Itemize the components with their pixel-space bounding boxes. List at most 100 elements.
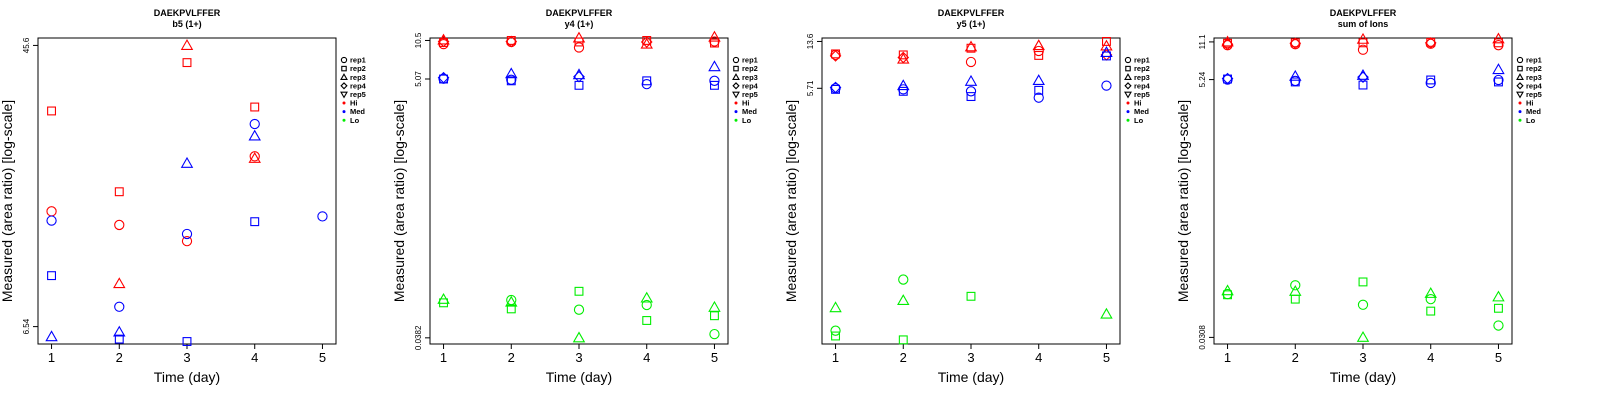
y-tick-label: 5.07 (414, 71, 423, 87)
data-point (1356, 330, 1370, 342)
data-point (1290, 294, 1300, 304)
legend-label: rep5 (742, 90, 758, 99)
legend-label: rep5 (350, 90, 366, 99)
data-point (46, 206, 57, 217)
legend-label: Lo (350, 116, 360, 125)
legend-dot (1518, 118, 1522, 122)
data-point (1221, 38, 1234, 51)
chart-subtitle: y4 (1+) (565, 19, 594, 29)
data-point (829, 301, 842, 313)
legend-symbol (340, 73, 348, 80)
data-point (830, 325, 841, 336)
legend-label: Hi (350, 99, 358, 108)
legend-dot (1126, 101, 1130, 105)
chart-title: DAEKPVLFFER (154, 8, 221, 18)
data-point (831, 49, 841, 59)
legend-symbol (340, 82, 348, 90)
x-tick-label: 2 (116, 350, 123, 365)
data-point (1101, 36, 1111, 46)
data-point (708, 30, 721, 42)
data-point (1492, 63, 1505, 75)
data-point (708, 300, 721, 312)
legend-dot (1126, 110, 1130, 114)
data-point (113, 325, 126, 337)
data-point (709, 328, 720, 340)
y-tick-label: 11.1 (1198, 34, 1207, 50)
data-point (964, 74, 978, 86)
data-point (114, 187, 124, 197)
data-point (964, 40, 978, 52)
data-point (317, 211, 328, 222)
data-point (831, 331, 841, 341)
legend-dot (342, 118, 346, 122)
data-point (1492, 32, 1505, 44)
data-point (966, 92, 976, 102)
legend-symbol (1124, 73, 1132, 80)
legend-label: Hi (1134, 99, 1142, 108)
data-point (114, 334, 124, 344)
legend-symbol (732, 56, 740, 64)
data-point (1426, 75, 1436, 85)
y-tick-label: 10.5 (414, 32, 423, 48)
chart-subtitle: sum of Ions (1338, 19, 1389, 29)
y-axis-label: Measured (area ratio) [log-scale] (783, 100, 799, 302)
data-point (1357, 299, 1369, 310)
data-point (1493, 74, 1504, 86)
data-point (1222, 288, 1233, 300)
data-point (709, 75, 720, 86)
legend-label: rep3 (1134, 73, 1150, 82)
legend-symbol (341, 65, 347, 72)
data-point (709, 311, 719, 321)
legend-label: rep2 (742, 64, 758, 73)
data-point (1033, 92, 1044, 103)
x-axis-label: Time (day) (1330, 369, 1396, 385)
data-point (248, 129, 261, 141)
legend-label: Med (742, 107, 757, 116)
data-point (1493, 77, 1503, 87)
x-tick-label: 3 (967, 350, 974, 365)
plot-frame (821, 37, 1121, 345)
data-point (572, 31, 586, 43)
data-point (897, 51, 910, 64)
legend-symbol (732, 91, 740, 99)
data-point (1358, 277, 1368, 287)
legend-symbol (732, 73, 740, 80)
legend-label: rep4 (350, 81, 367, 90)
data-point (898, 274, 909, 285)
data-point (182, 58, 192, 68)
data-point (897, 294, 910, 305)
data-point (1358, 80, 1368, 90)
legend-label: Med (1134, 107, 1149, 116)
data-point (45, 330, 58, 342)
x-tick-label: 4 (251, 350, 258, 365)
data-point (437, 35, 450, 48)
data-point (180, 156, 194, 168)
x-tick-label: 4 (643, 350, 650, 365)
legend-symbol (1517, 65, 1523, 72)
x-tick-label: 5 (319, 350, 326, 365)
data-point (439, 298, 449, 308)
legend-label: rep1 (1526, 56, 1542, 65)
data-point (573, 304, 585, 315)
y-tick-label: 5.71 (806, 80, 815, 96)
data-point (1221, 72, 1234, 85)
legend-dot (734, 101, 738, 105)
legend-label: rep1 (350, 56, 366, 65)
data-point (1493, 40, 1504, 51)
x-axis-label: Time (day) (938, 369, 1004, 385)
data-point (248, 151, 261, 163)
chart-subtitle: b5 (1+) (172, 19, 201, 29)
legend-label: Lo (1526, 116, 1536, 125)
data-point (641, 299, 652, 311)
data-point (1426, 306, 1436, 316)
legend-symbol (1125, 65, 1131, 72)
legend-label: rep5 (1526, 90, 1542, 99)
data-point (709, 80, 719, 90)
legend-symbol (1124, 82, 1132, 90)
